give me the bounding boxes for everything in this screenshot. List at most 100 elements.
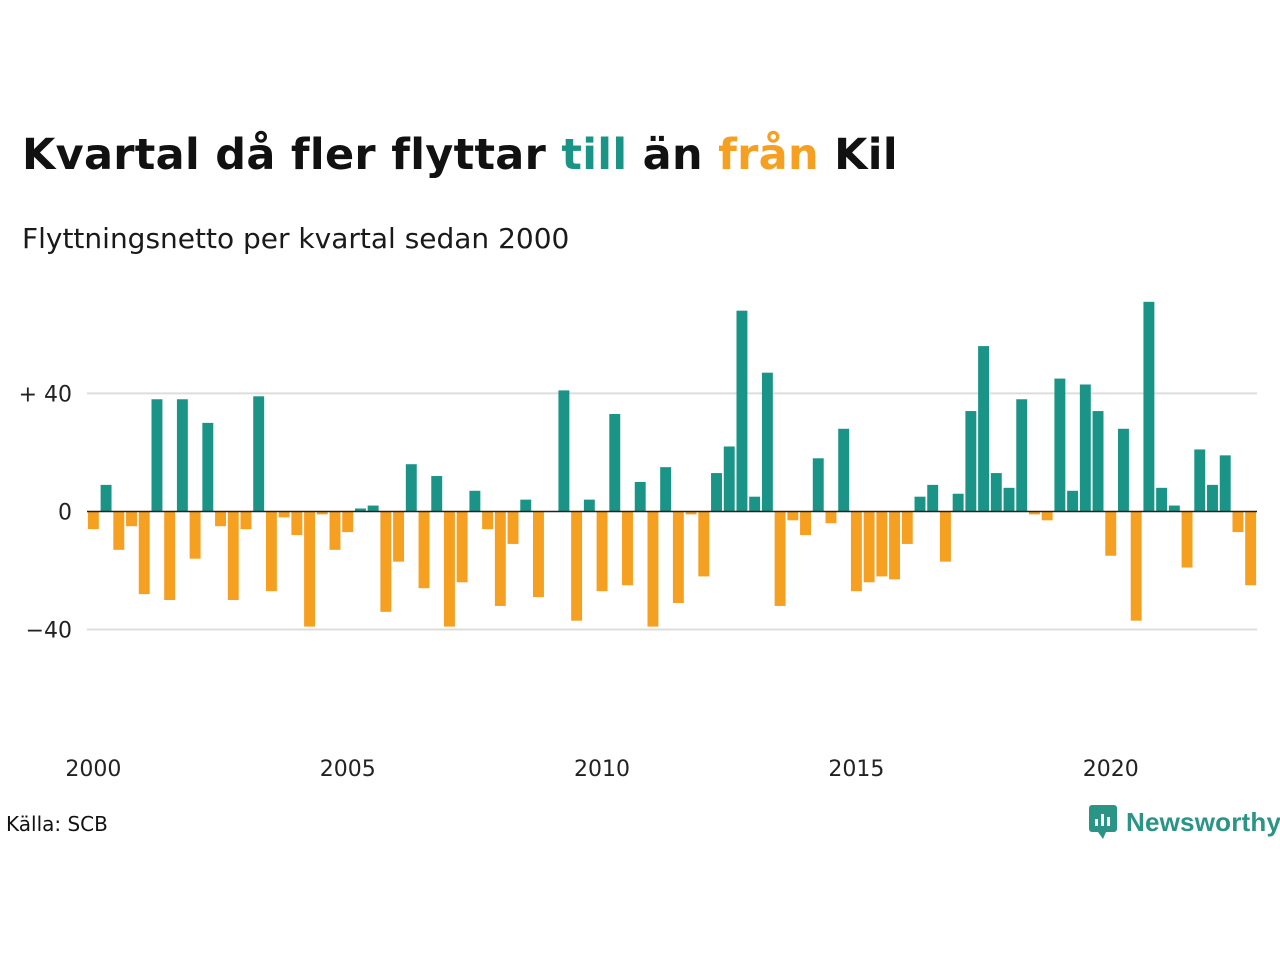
bar — [622, 511, 633, 586]
bar-chart: + 40 0 −40 2000 2005 2010 2015 2020 — [19, 301, 1257, 782]
bar — [304, 511, 316, 627]
bar — [711, 473, 722, 512]
bar — [965, 411, 977, 512]
bar — [634, 481, 646, 512]
bar — [1130, 511, 1142, 621]
bar — [723, 446, 735, 512]
bar — [1054, 378, 1066, 512]
bar — [393, 511, 405, 562]
bar — [443, 511, 455, 627]
bar — [774, 511, 786, 606]
x-tick-label: 2020 — [1083, 757, 1139, 782]
bar — [825, 511, 837, 524]
bar — [1067, 490, 1079, 512]
bar — [672, 511, 684, 603]
bar — [1156, 487, 1168, 512]
bar — [1016, 399, 1028, 512]
bar — [494, 511, 506, 606]
bar — [927, 484, 939, 512]
y-tick-label: + 40 — [19, 382, 72, 407]
bar — [1105, 511, 1117, 556]
bar — [596, 511, 608, 592]
bar — [1092, 411, 1104, 512]
bar — [1028, 511, 1040, 515]
bar — [265, 511, 277, 592]
bar — [316, 511, 328, 515]
bar — [812, 458, 824, 512]
bar — [482, 511, 494, 530]
y-tick-label: 0 — [58, 500, 72, 525]
x-axis-ticks: 2000 2005 2010 2015 2020 — [65, 757, 1138, 782]
bar — [189, 511, 201, 559]
bar — [227, 511, 239, 601]
bar — [609, 414, 621, 512]
bar — [1143, 301, 1155, 512]
title-part1: Kvartal då fler flyttar — [22, 130, 562, 180]
bar — [1181, 511, 1193, 568]
bar — [876, 511, 888, 577]
bar — [1207, 484, 1218, 512]
bar — [1079, 384, 1091, 512]
bar — [1003, 487, 1015, 512]
bar — [329, 511, 341, 550]
bar — [787, 511, 799, 521]
bar — [571, 511, 583, 621]
y-tick-label: −40 — [26, 619, 72, 644]
bar — [685, 511, 697, 515]
bar — [100, 484, 112, 512]
bar — [838, 428, 850, 512]
bar — [456, 511, 468, 583]
bar — [431, 476, 443, 512]
bar — [367, 505, 379, 512]
bar — [660, 467, 672, 512]
bar — [698, 511, 710, 577]
bar — [126, 511, 137, 527]
bar — [253, 396, 265, 512]
bar — [533, 511, 544, 598]
bars — [87, 301, 1257, 627]
bar — [939, 511, 951, 562]
bar — [647, 511, 659, 627]
source-note: Källa: SCB — [6, 812, 108, 836]
title-part3: Kil — [818, 130, 898, 180]
newsworthy-logo[interactable]: Newsworthy — [1088, 804, 1280, 840]
bar — [952, 493, 964, 512]
x-tick-label: 2015 — [828, 757, 884, 782]
bar — [405, 464, 417, 512]
bar — [164, 511, 176, 601]
bar — [914, 496, 926, 512]
bar — [291, 511, 303, 536]
bar — [469, 490, 481, 512]
bar — [1168, 505, 1180, 512]
bar — [418, 511, 430, 589]
x-tick-label: 2005 — [320, 757, 376, 782]
chart-title: Kvartal då fler flyttar till än från Kil — [22, 130, 898, 180]
bar — [113, 511, 125, 550]
bar — [202, 422, 214, 512]
bar — [990, 473, 1002, 512]
bar — [151, 399, 163, 512]
title-fran: från — [718, 130, 819, 180]
bar — [1219, 455, 1231, 512]
bar — [240, 511, 252, 530]
bar — [278, 511, 290, 518]
bar — [380, 511, 392, 612]
bar — [889, 511, 901, 580]
bar — [761, 372, 773, 512]
title-part2: än — [627, 130, 719, 180]
bar — [1041, 511, 1053, 521]
bar — [1194, 449, 1206, 512]
bar — [558, 390, 570, 512]
bar — [583, 499, 595, 512]
title-till: till — [561, 130, 628, 180]
bar — [749, 496, 761, 512]
bar — [863, 511, 875, 583]
bar — [800, 511, 811, 536]
x-tick-label: 2010 — [574, 757, 630, 782]
bar — [520, 499, 532, 512]
bar — [901, 511, 913, 544]
chart-subtitle: Flyttningsnetto per kvartal sedan 2000 — [22, 222, 570, 255]
bar — [978, 346, 990, 512]
x-tick-label: 2000 — [65, 757, 121, 782]
bar — [87, 511, 99, 530]
